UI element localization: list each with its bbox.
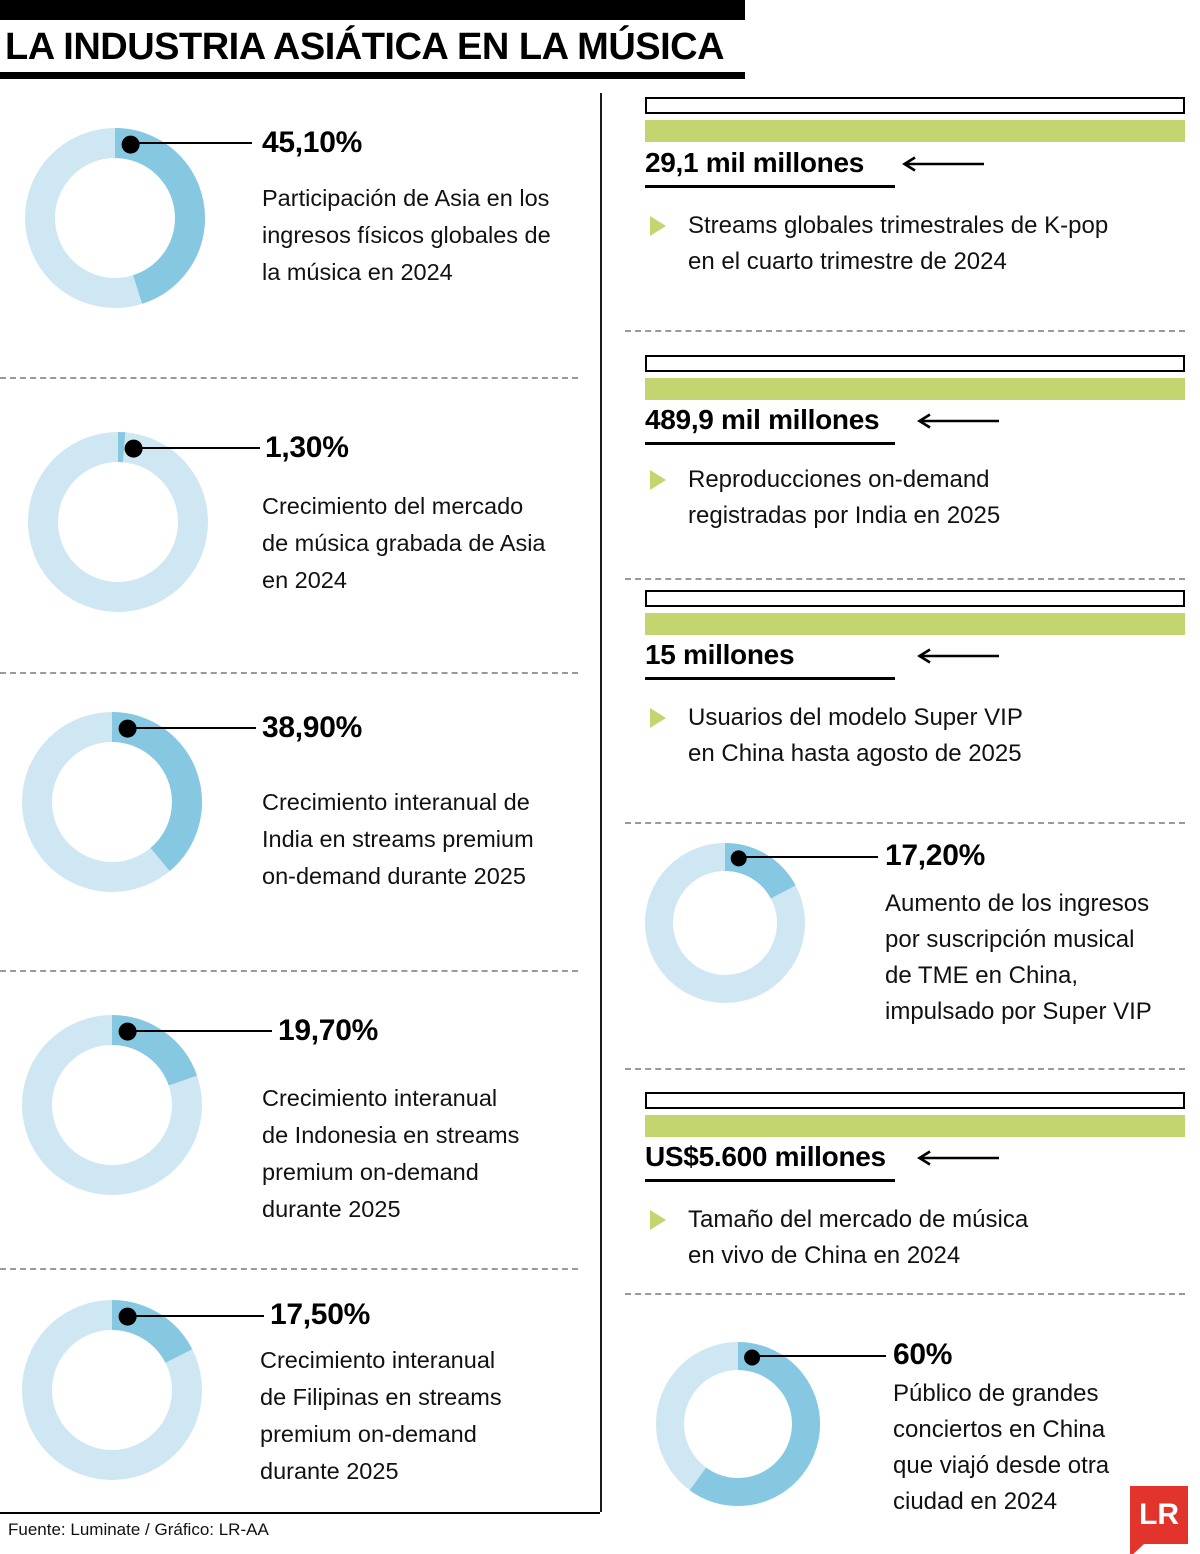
stat-outline-bar	[645, 355, 1185, 372]
donut-china-concert-travel	[656, 1342, 820, 1511]
leader-line	[129, 727, 256, 729]
leader-line	[129, 1315, 264, 1317]
stat-green-bar	[645, 120, 1185, 142]
top-accent-bar	[0, 0, 745, 20]
stat-description: Reproducciones on-demand registradas por…	[688, 466, 1001, 529]
dashed-divider	[625, 330, 1185, 332]
title-underline	[0, 72, 745, 79]
stat-outline-bar	[645, 97, 1185, 114]
page-title: LA INDUSTRIA ASIÁTICA EN LA MÚSICA	[5, 26, 725, 68]
stat-green-bar	[645, 613, 1185, 635]
stat-green-bar	[645, 1115, 1185, 1137]
stat-kpop-streams-value: 29,1 mil millones	[645, 147, 895, 188]
donut-value-label: 1,30%	[265, 431, 349, 464]
stat-china-live-market-value: US$5.600 millones	[645, 1141, 895, 1182]
leader-line	[129, 1030, 272, 1032]
leader-line	[135, 447, 260, 449]
donut-value-label: 19,70%	[278, 1014, 378, 1047]
triangle-bullet-icon	[650, 470, 666, 490]
stat-description: Tamaño del mercado de música en vivo de …	[688, 1206, 1029, 1269]
footer-rule	[0, 1512, 600, 1514]
stat-india-ondemand-value: 489,9 mil millones	[645, 404, 895, 445]
stat-description: Usuarios del modelo Super VIP en China h…	[688, 704, 1023, 767]
donut-description: Participación de Asia en los ingresos fí…	[262, 185, 551, 285]
lr-logo-tail	[1130, 1544, 1144, 1554]
left-arrow-icon	[917, 1150, 999, 1166]
left-arrow-icon	[917, 648, 999, 664]
donut-description: Público de grandes conciertos en China q…	[893, 1380, 1110, 1515]
dashed-divider	[625, 578, 1185, 580]
donut-india-streams-growth	[22, 712, 202, 897]
triangle-bullet-icon	[650, 708, 666, 728]
stat-outline-bar	[645, 1092, 1185, 1109]
dashed-divider	[0, 377, 578, 379]
donut-description: Aumento de los ingresos por suscripción …	[885, 890, 1152, 1025]
donut-value-label: 17,50%	[270, 1298, 370, 1331]
donut-indonesia-streams-growth	[22, 1015, 202, 1200]
lr-logo: LR	[1130, 1486, 1188, 1544]
donut-description: Crecimiento interanual de Indonesia en s…	[262, 1085, 520, 1222]
stat-outline-bar	[645, 590, 1185, 607]
donut-description: Crecimiento del mercado de música grabad…	[262, 493, 546, 593]
triangle-bullet-icon	[650, 1210, 666, 1230]
donut-asia-physical-share	[25, 128, 205, 313]
leader-line	[132, 142, 252, 144]
donut-asia-recorded-growth	[28, 432, 208, 617]
column-divider	[600, 93, 602, 1512]
source-credit: Fuente: Luminate / Gráfico: LR-AA	[8, 1520, 269, 1539]
donut-value-label: 60%	[893, 1338, 953, 1371]
donut-value-label: 17,20%	[885, 839, 985, 872]
donut-tme-subscription-growth	[645, 843, 805, 1008]
stat-description: Streams globales trimestrales de K-pop e…	[688, 212, 1109, 275]
donut-value-label: 45,10%	[262, 126, 362, 159]
dashed-divider	[0, 970, 578, 972]
dashed-divider	[625, 822, 1185, 824]
dashed-divider	[0, 1268, 578, 1270]
leader-line	[740, 856, 878, 858]
dashed-divider	[625, 1293, 1185, 1295]
triangle-bullet-icon	[650, 216, 666, 236]
donut-philippines-streams-growth	[22, 1300, 202, 1485]
leader-line	[754, 1355, 886, 1357]
donut-description: Crecimiento interanual de India en strea…	[262, 789, 534, 889]
dashed-divider	[625, 1068, 1185, 1070]
left-arrow-icon	[917, 413, 999, 429]
donut-value-label: 38,90%	[262, 711, 362, 744]
stat-supervip-users-value: 15 millones	[645, 639, 895, 680]
stat-green-bar	[645, 378, 1185, 400]
donut-description: Crecimiento interanual de Filipinas en s…	[260, 1347, 502, 1484]
left-arrow-icon	[902, 156, 984, 172]
dashed-divider	[0, 672, 578, 674]
